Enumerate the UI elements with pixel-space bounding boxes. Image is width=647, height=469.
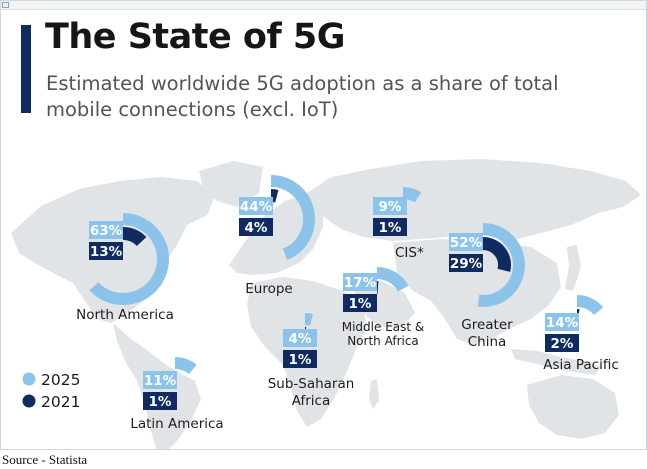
chart-svg: 63% 13% North America 44% 4% Europe 9% 1% CIS* 52… — [1, 1, 647, 450]
source-caption: Source - Statista — [2, 452, 87, 468]
region-label-cis: CIS* — [395, 245, 424, 261]
region-label-greater-china-line1: Greater — [461, 317, 513, 333]
value-2021-sub-saharan-africa: 1% — [289, 352, 312, 368]
chart-subtitle: Estimated worldwide 5G adoption as a sha… — [46, 71, 606, 123]
arc-2025-sub-saharan-africa — [305, 319, 311, 320]
map-russia — [301, 159, 641, 241]
value-2021-latin-america: 1% — [149, 394, 172, 410]
value-2021-greater-china: 29% — [450, 256, 483, 272]
region-chart-asia-pacific: 14% 2% Asia Pacific — [543, 301, 619, 373]
region-chart-latin-america: 11% 1% Latin America — [130, 363, 223, 432]
region-label-sub-saharan-africa-line2: Africa — [292, 393, 331, 409]
value-2021-middle-east-north-africa: 1% — [349, 296, 372, 312]
value-2025-greater-china: 52% — [450, 235, 483, 251]
arc-2025-latin-america — [175, 363, 193, 369]
value-2021-north-america: 13% — [90, 244, 123, 260]
region-label-asia-pacific: Asia Pacific — [543, 357, 619, 373]
region-label-middle-east-north-africa-line1: Middle East & — [342, 320, 425, 334]
region-label-greater-china-line2: China — [468, 334, 507, 350]
title-accent-bar — [21, 25, 31, 113]
value-2021-cis: 1% — [379, 220, 402, 236]
legend-label-2021: 2021 — [41, 393, 80, 411]
map-japan — [565, 245, 581, 291]
legend-swatch-2025 — [23, 373, 36, 386]
region-label-middle-east-north-africa-line2: North Africa — [347, 334, 419, 348]
infographic-frame: 63% 13% North America 44% 4% Europe 9% 1% CIS* 52… — [0, 0, 647, 450]
legend-swatch-2021 — [23, 395, 36, 408]
value-2025-middle-east-north-africa: 17% — [344, 275, 377, 291]
arc-2021-europe — [271, 196, 277, 197]
map-australia — [527, 375, 619, 439]
value-2025-north-america: 63% — [90, 223, 123, 239]
region-label-europe: Europe — [245, 281, 292, 297]
value-2021-europe: 4% — [245, 220, 268, 236]
arc-2025-asia-pacific — [577, 301, 599, 311]
chart-title: The State of 5G — [45, 17, 345, 57]
region-label-latin-america: Latin America — [130, 416, 223, 432]
value-2025-asia-pacific: 14% — [546, 315, 579, 331]
arc-2025-cis — [403, 193, 418, 197]
value-2025-cis: 9% — [379, 199, 402, 215]
value-2025-europe: 44% — [240, 199, 273, 215]
value-2021-asia-pacific: 2% — [551, 336, 574, 352]
legend: 2025 2021 — [23, 371, 81, 411]
legend-label-2025: 2025 — [41, 371, 80, 389]
value-2025-latin-america: 11% — [144, 373, 177, 389]
map-madagascar — [369, 379, 379, 409]
region-label-north-america: North America — [76, 307, 174, 323]
value-2025-sub-saharan-africa: 4% — [289, 331, 312, 347]
region-label-sub-saharan-africa-line1: Sub-Saharan — [268, 376, 355, 392]
